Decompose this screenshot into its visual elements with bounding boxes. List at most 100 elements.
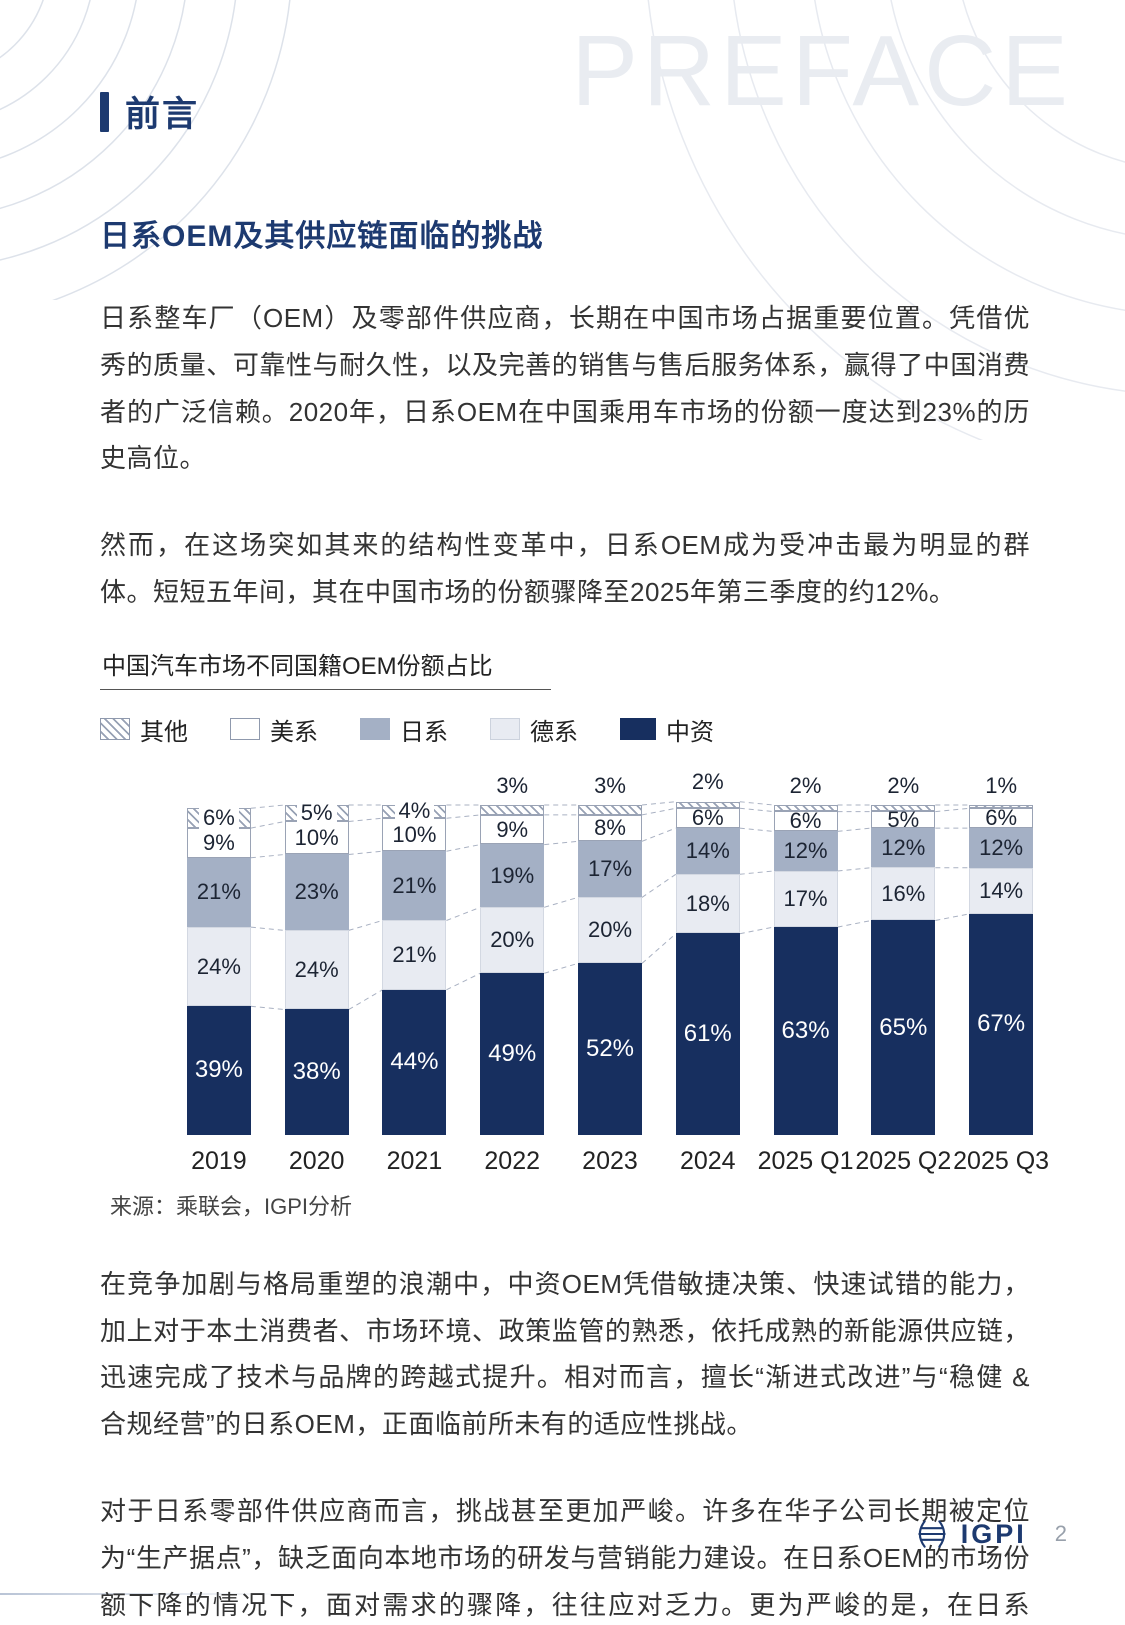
segment-label: 6% — [985, 805, 1017, 831]
segment-日系: 19% — [480, 844, 545, 908]
chart-legend: 其他 美系 日系 德系 中资 — [100, 712, 1030, 747]
segment-label: 9% — [202, 829, 235, 855]
segment-其他 — [969, 804, 1034, 809]
segment-其他: 5% — [284, 800, 349, 826]
segment-其他 — [675, 801, 740, 809]
x-axis-label: 2020 — [288, 1146, 345, 1175]
segment-美系: 10% — [284, 821, 349, 855]
legend-swatch-other — [100, 718, 130, 741]
bar-2025 Q3: 67% 14% 12% 6% — [969, 804, 1034, 1135]
segment-label: 14% — [685, 838, 730, 863]
legend-swatch-cn — [620, 718, 656, 741]
bar-2023: 52% 20% 17% 8% — [578, 804, 642, 1135]
segment-label: 65% — [879, 1013, 928, 1041]
legend-item: 德系 — [490, 712, 578, 747]
segment-中资: 67% — [969, 913, 1034, 1135]
segment-中资: 39% — [186, 1006, 251, 1135]
segment-label: 39% — [194, 1056, 243, 1084]
segment-中资: 44% — [382, 989, 447, 1135]
segment-label: 12% — [783, 838, 828, 863]
segment-label: 24% — [196, 953, 241, 979]
segment-label-above: 2% — [691, 769, 724, 795]
segment-其他: 6% — [186, 805, 251, 831]
segment-美系: 6% — [675, 805, 740, 831]
x-axis-label: 2019 — [191, 1146, 247, 1175]
segment-label: 17% — [587, 856, 633, 882]
segment-中资: 63% — [773, 926, 838, 1135]
segment-label: 6% — [198, 805, 239, 831]
x-axis-label: 2023 — [582, 1146, 638, 1175]
x-axis-label: 2025 Q2 — [855, 1146, 952, 1175]
legend-item: 美系 — [230, 712, 318, 747]
segment-日系: 12% — [969, 827, 1034, 868]
segment-德系: 16% — [871, 867, 936, 921]
legend-swatch-de — [490, 718, 520, 741]
segment-中资: 65% — [871, 920, 936, 1135]
segment-美系: 9% — [186, 827, 251, 858]
decorative-bottom-line — [0, 1593, 295, 1595]
segment-label: 61% — [683, 1020, 732, 1048]
segment-label: 10% — [294, 824, 339, 850]
segment-label: 5% — [296, 800, 337, 826]
bar-2025 Q1: 63% 17% 12% 6% — [773, 804, 838, 1135]
segment-中资: 49% — [480, 973, 545, 1135]
page-number: 2 — [1054, 1521, 1067, 1546]
legend-label: 其他 — [140, 718, 188, 746]
segment-中资: 61% — [675, 933, 740, 1135]
segment-日系: 23% — [284, 854, 349, 931]
segment-美系: 6% — [773, 808, 838, 834]
segment-其他 — [480, 804, 545, 815]
segment-label-above: 1% — [985, 772, 1017, 798]
bar-2019: 39% 24% 21% 9% 6% — [186, 805, 251, 1135]
segment-德系: 21% — [382, 920, 447, 990]
segment-label: 63% — [781, 1016, 830, 1044]
oem-share-chart: 中国汽车市场不同国籍OEM份额占比 其他 美系 日系 德系 中资 39% 24% 21% 9%… — [100, 646, 1049, 1221]
segment-label: 20% — [490, 927, 535, 953]
section-title: 日系OEM及其供应链面临的挑战 — [100, 220, 544, 253]
segment-中资: 52% — [578, 963, 642, 1135]
chart-connector-lines — [250, 800, 970, 1010]
segment-label-above: 2% — [887, 772, 920, 798]
segment-其他: 4% — [382, 799, 447, 824]
footer: IGPI 2 — [913, 1515, 1067, 1553]
x-axis-label: 2024 — [679, 1146, 736, 1175]
segment-中资: 38% — [284, 1009, 349, 1135]
segment-label: 49% — [488, 1039, 537, 1067]
segment-美系: 5% — [871, 807, 936, 832]
segment-label: 21% — [196, 879, 241, 905]
segment-label: 6% — [789, 808, 822, 834]
chart-plot: 39% 24% 21% 9% 6% 2019 38% 24% 23% 10% 5% 2020 44% 21… — [170, 769, 1050, 1175]
paragraph-1: 日系整车厂（OEM）及零部件供应商，长期在中国市场占据重要位置。凭借优秀的质量、… — [100, 303, 1030, 474]
legend-label: 日系 — [400, 718, 448, 746]
bar-2024: 61% 18% 14% 6% — [675, 801, 740, 1135]
igpi-logo-icon — [918, 1520, 946, 1548]
page-heading-text: 前言 — [125, 95, 200, 134]
segment-日系: 17% — [578, 841, 642, 898]
segment-label: 24% — [294, 956, 339, 982]
legend-item: 其他 — [100, 712, 188, 747]
legend-item: 日系 — [360, 712, 448, 747]
chart-source: 来源：乘联会，IGPI分析 — [110, 1193, 353, 1219]
segment-label: 18% — [685, 890, 730, 916]
segment-美系: 10% — [382, 818, 447, 851]
segment-label: 21% — [392, 872, 437, 898]
page-heading: 前言 — [100, 86, 1030, 137]
segment-其他 — [773, 804, 838, 812]
segment-日系: 21% — [382, 851, 447, 921]
segment-日系: 14% — [675, 827, 740, 875]
segment-label: 12% — [881, 834, 926, 860]
segment-label: 67% — [977, 1010, 1026, 1038]
paragraph-2: 然而，在这场突如其来的结构性变革中，日系OEM成为受冲击最为明显的群体。短短五年… — [100, 530, 1030, 607]
segment-label-above: 3% — [496, 772, 529, 798]
bar-2022: 49% 20% 19% 9% — [480, 804, 545, 1135]
x-axis-label: 2021 — [386, 1146, 443, 1175]
segment-label: 16% — [881, 880, 926, 906]
segment-label: 6% — [691, 805, 724, 831]
segment-label: 20% — [587, 917, 633, 943]
x-axis-label: 2022 — [484, 1146, 541, 1175]
segment-德系: 24% — [284, 930, 349, 1010]
segment-label-above: 3% — [594, 772, 626, 798]
legend-item: 中资 — [620, 712, 714, 747]
segment-德系: 20% — [578, 897, 642, 964]
